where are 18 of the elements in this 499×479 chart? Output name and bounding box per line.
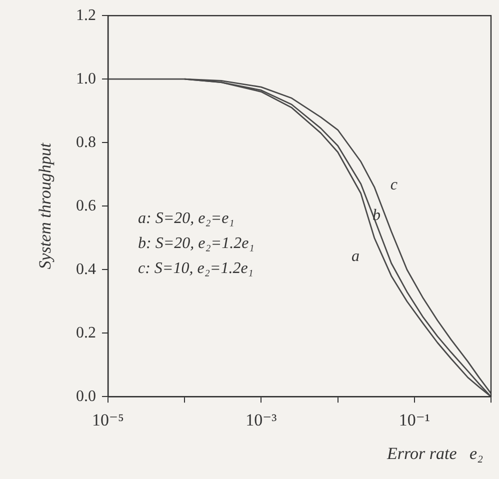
y-tick-label: 0.4 <box>76 260 96 278</box>
y-tick-label: 0.0 <box>76 388 96 405</box>
x-tick-label: 10⁻¹ <box>398 410 430 430</box>
x-tick-label: 10⁻⁵ <box>92 410 124 430</box>
annotation: c <box>390 176 398 194</box>
y-axis-title: System throughput <box>35 142 54 270</box>
annotation: a <box>351 248 360 266</box>
x-tick-label: 10⁻³ <box>246 410 277 430</box>
annotation: a: S=20, e₂=e₁ <box>138 210 234 227</box>
y-tick-label: 0.6 <box>76 197 96 214</box>
x-axis-title: Error rate e₂ <box>386 444 484 464</box>
annotation: b: S=20, e₂=1.2e₁ <box>138 234 254 252</box>
annotation: c: S=10, e₂=1.2e₁ <box>138 260 254 277</box>
y-tick-label: 1.0 <box>76 70 96 88</box>
y-tick-label: 0.8 <box>76 134 96 151</box>
annotation: b <box>372 206 380 224</box>
y-tick-label: 1.2 <box>76 6 96 24</box>
y-tick-label: 0.2 <box>76 324 96 342</box>
